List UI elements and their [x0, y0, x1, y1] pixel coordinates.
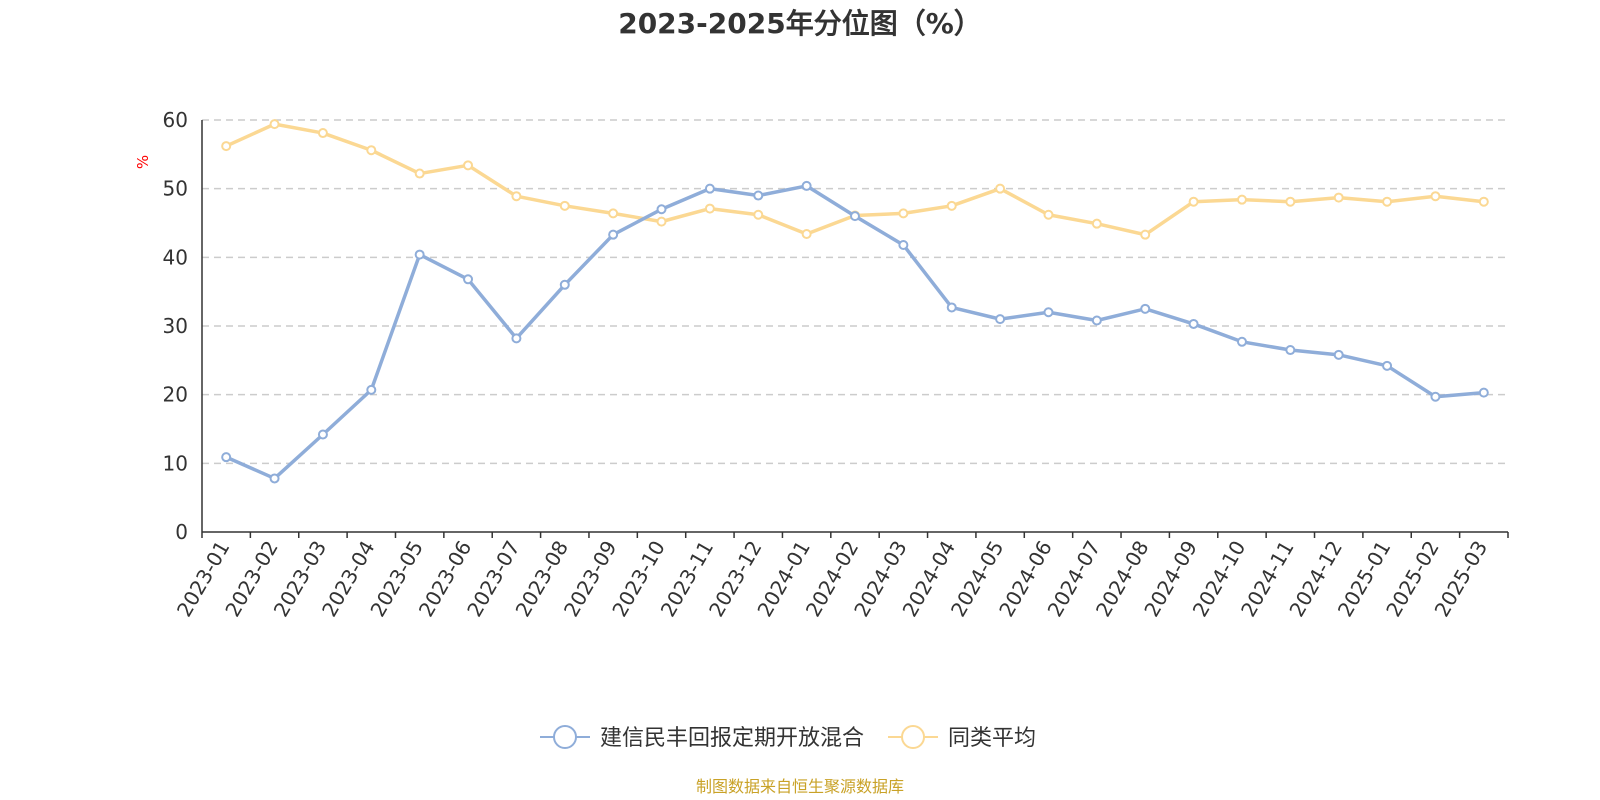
data-point [1188, 318, 1199, 329]
data-point [1188, 196, 1199, 207]
data-point [511, 333, 522, 344]
data-point [414, 168, 425, 179]
legend-label: 建信民丰回报定期开放混合 [600, 726, 864, 751]
data-point [1430, 191, 1441, 202]
data-point [801, 228, 812, 239]
data-point [1236, 194, 1247, 205]
data-point [898, 239, 909, 250]
legend[interactable]: 建信民丰回报定期开放混合 同类平均 [540, 725, 1036, 751]
data-point [801, 180, 812, 191]
series-lines [221, 119, 1489, 484]
legend-marker [553, 725, 577, 749]
data-point [1333, 192, 1344, 203]
data-point [463, 274, 474, 285]
data-point [704, 203, 715, 214]
y-tick-label: 40 [163, 245, 188, 269]
data-source-note: 制图数据来自恒生聚源数据库 [696, 777, 904, 796]
series-2 [221, 119, 1489, 240]
data-point [366, 384, 377, 395]
data-point [995, 183, 1006, 194]
data-point [656, 204, 667, 215]
series-1 [221, 180, 1489, 484]
legend-label: 同类平均 [948, 726, 1036, 751]
y-tick-label: 30 [163, 314, 188, 338]
data-point [559, 279, 570, 290]
data-point [1285, 196, 1296, 207]
y-tick-label: 0 [175, 520, 188, 544]
data-point [1382, 196, 1393, 207]
data-point [608, 229, 619, 240]
y-axis-unit-label: % [134, 155, 152, 169]
y-tick-label: 20 [163, 383, 188, 407]
data-point [317, 429, 328, 440]
y-tick-label: 60 [163, 108, 188, 132]
axes: 01020304050602023-012023-022023-032023-0… [163, 108, 1509, 621]
data-point [1478, 387, 1489, 398]
data-point [1478, 196, 1489, 207]
series-line [225, 184, 1484, 481]
data-point [511, 191, 522, 202]
legend-marker [901, 725, 926, 749]
data-point [608, 208, 619, 219]
data-point [1285, 345, 1296, 356]
data-point [1430, 391, 1441, 402]
data-point [1043, 307, 1054, 318]
legend-item-1[interactable]: 建信民丰回报定期开放混合 [540, 725, 864, 751]
grid-lines [202, 119, 1508, 465]
data-point [898, 208, 909, 219]
data-point [704, 183, 715, 194]
data-point [269, 473, 280, 484]
data-point [269, 119, 280, 130]
data-point [1140, 229, 1151, 240]
data-point [1382, 360, 1393, 371]
data-point [850, 211, 860, 222]
data-point [946, 302, 957, 313]
data-point [1091, 218, 1102, 229]
data-point [1043, 209, 1054, 220]
data-point [317, 128, 328, 139]
chart-title: 2023-2025年分位图（%） [618, 7, 982, 40]
data-point [366, 145, 377, 156]
data-point [753, 209, 764, 220]
legend-item-2[interactable]: 同类平均 [888, 725, 1036, 751]
data-point [1091, 315, 1102, 326]
data-point [414, 249, 425, 260]
data-point [559, 200, 570, 211]
data-point [221, 452, 232, 463]
y-tick-label: 50 [163, 177, 188, 201]
data-point [1140, 303, 1151, 314]
data-point [946, 200, 957, 211]
data-point [656, 216, 667, 227]
data-point [753, 190, 764, 201]
data-point [463, 160, 474, 171]
data-point [1236, 336, 1247, 347]
y-tick-label: 10 [163, 451, 188, 475]
data-point [221, 141, 232, 152]
data-point [1333, 349, 1344, 360]
data-point [995, 314, 1006, 325]
